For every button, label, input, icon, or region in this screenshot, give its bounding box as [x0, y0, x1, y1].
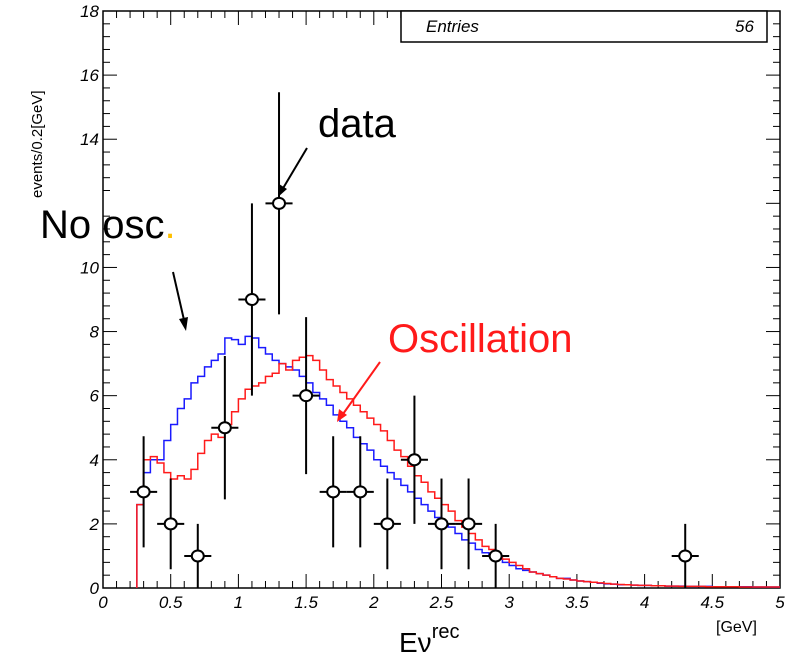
data-marker	[190, 549, 205, 563]
y-tick-label: 8	[90, 323, 100, 342]
stats-box-frame	[400, 10, 768, 43]
data-marker	[678, 549, 693, 563]
data-point	[400, 395, 428, 524]
stats-entries-label: Entries	[426, 17, 479, 36]
x-tick-label: 3.5	[565, 593, 589, 612]
data-arrow-head	[278, 184, 287, 197]
x-tick-label: 1	[234, 593, 243, 612]
y-tick-label: 4	[90, 451, 99, 470]
y-tick-label: 2	[89, 515, 100, 534]
y-tick-label: 18	[80, 2, 99, 21]
data-point	[265, 92, 293, 315]
data-point	[482, 523, 510, 588]
data-point	[346, 436, 374, 548]
y-axis: 0 2 4 6 8 10 14 16 18	[80, 2, 780, 598]
x-tick-label: 0.5	[159, 593, 183, 612]
data-marker	[488, 549, 503, 563]
y-tick-label: 10	[80, 258, 99, 277]
x-axis-label-superscript: rec	[432, 621, 460, 643]
data-point	[671, 523, 699, 588]
data-marker	[407, 453, 422, 467]
x-axis-label: Eνrec	[399, 621, 459, 657]
x-tick-label: 1.5	[294, 593, 318, 612]
no-osc-arrow-head	[179, 317, 188, 331]
data-point	[373, 478, 401, 570]
data-annotation: data	[318, 102, 397, 146]
data-point	[427, 478, 456, 570]
y-tick-label: 0	[90, 579, 100, 598]
no-osc-text: No osc	[40, 203, 165, 247]
data-marker	[380, 517, 395, 531]
x-tick-label: 4.5	[700, 593, 724, 612]
data-marker	[244, 293, 259, 306]
data-marker	[461, 517, 476, 531]
data-point	[455, 478, 483, 570]
stats-entries-value: 56	[735, 17, 754, 36]
x-tick-label: 3	[504, 593, 514, 612]
x-axis-label-main: Eν	[399, 627, 432, 657]
data-marker	[272, 196, 287, 210]
oscillation-arrow-shaft	[342, 361, 381, 415]
x-tick-label: 4	[640, 593, 649, 612]
series-layer	[130, 92, 780, 588]
data-point	[319, 436, 347, 548]
data-marker	[136, 485, 151, 499]
no-osc-arrow-shaft	[172, 271, 185, 321]
y-axis-label: events/0.2[GeV]	[29, 90, 46, 198]
x-tick-label: 2.5	[429, 593, 454, 612]
data-marker	[217, 421, 232, 435]
data-marker	[353, 485, 368, 499]
data-point	[238, 203, 266, 396]
data-arrow-shaft	[281, 147, 308, 191]
data-point	[211, 356, 239, 500]
data-marker	[299, 389, 314, 403]
data-marker	[326, 485, 341, 499]
data-marker	[434, 517, 449, 531]
y-tick-label: 14	[80, 130, 99, 149]
data-point	[184, 523, 212, 588]
data-point	[130, 436, 158, 548]
data-marker	[163, 517, 178, 531]
x-axis-unit: [GeV]	[716, 619, 757, 636]
data-point	[292, 317, 320, 475]
data-point	[157, 478, 185, 570]
stats-box: Entries 56	[400, 10, 768, 43]
oscillation-annotation: Oscillation	[388, 317, 573, 361]
no-osc-annotation: No osc.	[40, 203, 176, 247]
y-tick-label: 6	[90, 387, 100, 406]
annotations: data No osc. Oscillation	[40, 102, 573, 422]
oscillation-histogram	[136, 354, 780, 588]
x-tick-label: 5	[775, 593, 785, 612]
y-tick-label: 16	[80, 66, 99, 85]
oscillation-arrow-head	[337, 409, 347, 422]
no-osc-dot: .	[165, 203, 176, 247]
x-tick-label: 2	[368, 593, 379, 612]
x-tick-label: 0	[98, 593, 108, 612]
